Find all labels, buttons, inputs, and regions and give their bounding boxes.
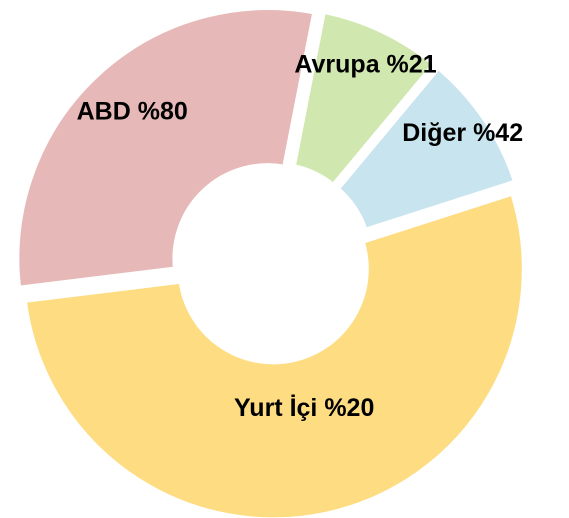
donut-slice (12, 3, 321, 294)
slice-label: ABD %80 (77, 98, 188, 126)
donut-slice (19, 187, 529, 518)
slice-label: Diğer %42 (402, 119, 523, 147)
donut-slice (330, 61, 522, 236)
slice-label: Yurt İçi %20 (234, 394, 374, 422)
slice-label: Avrupa %21 (294, 51, 436, 79)
